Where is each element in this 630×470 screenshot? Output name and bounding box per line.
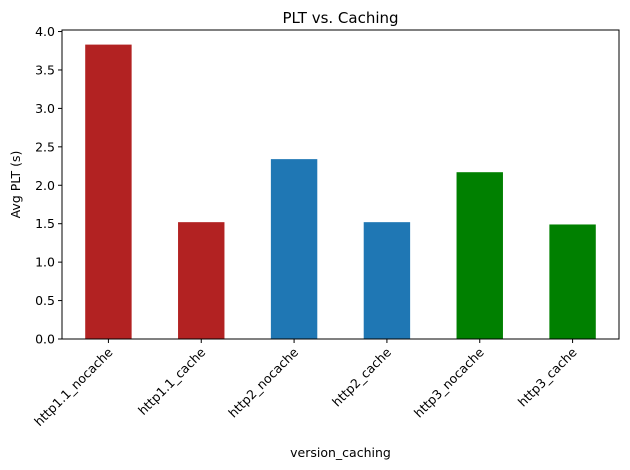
bars-group xyxy=(85,44,596,339)
bar-http2_nocache xyxy=(270,159,318,339)
bar-http2_cache xyxy=(363,222,411,339)
x-tick-label-http2_cache: http2_cache xyxy=(329,344,394,409)
y-tick-label: 3.0 xyxy=(35,101,55,116)
y-tick-label: 0.0 xyxy=(35,332,55,347)
y-tick-label: 0.5 xyxy=(35,293,55,308)
y-axis-label: Avg PLT (s) xyxy=(8,151,23,219)
x-tick-label-http1.1_nocache: http1.1_nocache xyxy=(31,344,116,429)
bar-http3_cache xyxy=(549,224,596,339)
y-axis: 0.0 0.5 1.0 1.5 2.0 2.5 3.0 3.5 4.0 xyxy=(35,24,62,347)
y-tick-label: 3.5 xyxy=(35,62,55,77)
chart-title: PLT vs. Caching xyxy=(282,9,398,27)
x-axis: http1.1_nocache http1.1_cache http2_nocach… xyxy=(31,339,580,429)
x-tick-label-http3_nocache: http3_nocache xyxy=(411,344,487,420)
y-tick-label: 2.0 xyxy=(35,178,55,193)
y-tick-label: 1.5 xyxy=(35,216,55,231)
bar-http3_nocache xyxy=(456,172,503,339)
y-tick-label: 4.0 xyxy=(35,24,55,39)
bar-http1.1_cache xyxy=(178,222,225,339)
x-tick-label-http2_nocache: http2_nocache xyxy=(225,344,301,420)
plot-frame xyxy=(61,29,620,340)
x-axis-label: version_caching xyxy=(290,445,391,460)
y-tick-label: 1.0 xyxy=(35,255,55,270)
x-tick-label-http1.1_cache: http1.1_cache xyxy=(135,344,209,418)
x-tick-label-http3_cache: http3_cache xyxy=(515,344,580,409)
bar-http1.1_nocache xyxy=(85,44,132,339)
y-tick-label: 2.5 xyxy=(35,139,55,154)
